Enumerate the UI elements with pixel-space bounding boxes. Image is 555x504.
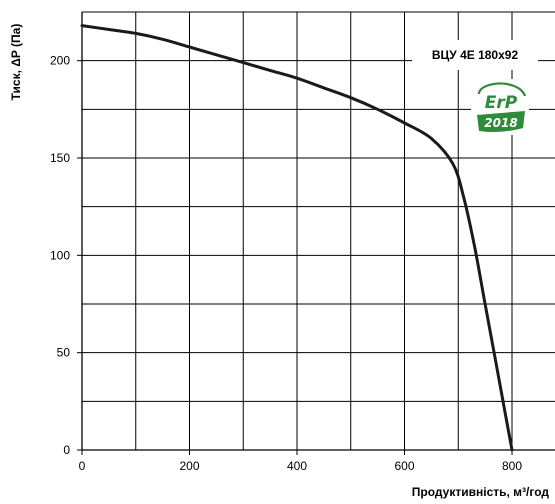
x-axis-title: Продуктивність, м³/год	[412, 485, 550, 499]
y-tick-label: 50	[57, 346, 71, 360]
chart-tick-labels: 0 200 400 600 800 0 50 100 150 200	[50, 54, 522, 473]
y-tick-label: 100	[50, 248, 70, 262]
erp-badge-year: 2018	[484, 116, 517, 130]
x-tick-label: 0	[79, 459, 86, 473]
x-tick-label: 200	[179, 459, 199, 473]
model-label: ВЦУ 4Е 180х92	[432, 48, 519, 62]
chart-grid	[82, 12, 555, 450]
y-tick-label: 200	[50, 54, 70, 68]
x-tick-label: 800	[502, 459, 522, 473]
y-axis-title: Тиск, ΔP (Па)	[9, 24, 23, 101]
x-tick-label: 400	[287, 459, 307, 473]
model-annotation: ВЦУ 4Е 180х92	[412, 40, 538, 70]
chart-axes	[82, 12, 555, 450]
y-tick-label: 150	[50, 151, 70, 165]
erp-badge-text: ErP	[485, 93, 518, 113]
erp-2018-icon: ErP 2018	[471, 79, 529, 135]
x-tick-label: 600	[394, 459, 414, 473]
y-tick-label: 0	[63, 443, 70, 457]
